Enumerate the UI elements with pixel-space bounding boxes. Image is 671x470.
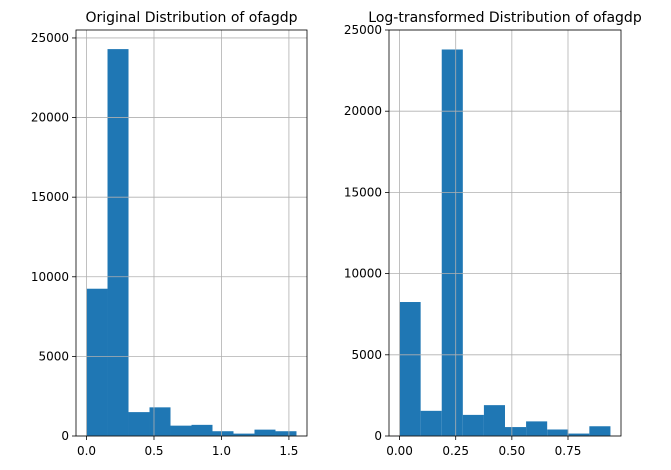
histogram-bar [149, 407, 171, 436]
x-tick-label: 0.5 [144, 444, 163, 458]
histogram-bar [589, 426, 611, 436]
histogram-bar [86, 288, 108, 436]
histogram-bar [170, 425, 192, 436]
chart-title: Original Distribution of ofagdp [85, 10, 297, 26]
histogram-bar [526, 421, 548, 436]
histogram-bar [505, 427, 527, 436]
histogram-bar [107, 49, 129, 436]
histogram-bar [128, 412, 150, 436]
y-tick-label: 0 [61, 429, 69, 443]
histogram-bar [254, 429, 276, 436]
y-tick-label: 20000 [31, 111, 69, 125]
x-tick-label: 0.25 [442, 444, 469, 458]
histogram-bar [568, 433, 590, 436]
histogram-bar [483, 405, 505, 436]
x-tick-label: 0.0 [77, 444, 96, 458]
axes-frame [388, 29, 622, 437]
histogram-bar [275, 431, 297, 436]
chart-title: Log-transformed Distribution of ofagdp [368, 10, 642, 26]
histogram-bar [441, 49, 463, 436]
x-tick-label: 1.0 [212, 444, 231, 458]
y-tick-label: 5000 [351, 348, 382, 362]
histogram-bar [462, 414, 484, 436]
x-tick-label: 1.5 [279, 444, 298, 458]
y-tick-label: 10000 [344, 267, 382, 281]
y-tick-label: 15000 [31, 190, 69, 204]
histogram-log-transformed: 0.00 0.25 0.50 0.75 0 5000 10000 15000 20000 2500… [344, 10, 642, 458]
y-tick-label: 10000 [31, 270, 69, 284]
x-tick-label: 0.75 [555, 444, 582, 458]
y-tick-label: 25000 [344, 23, 382, 37]
histogram-original: 0.0 0.5 1.0 1.5 0 5000 10000 15000 20000 25000 Ori… [31, 10, 308, 458]
histogram-bar [399, 302, 421, 436]
y-tick-label: 25000 [31, 31, 69, 45]
y-tick-label: 15000 [344, 185, 382, 199]
x-tick-label: 0.00 [386, 444, 413, 458]
axes-frame [75, 29, 308, 437]
histogram-bar [212, 431, 234, 436]
y-tick-label: 20000 [344, 104, 382, 118]
histogram-bar [233, 433, 255, 436]
histogram-bar [191, 424, 213, 436]
y-tick-label: 5000 [38, 349, 69, 363]
histogram-bar [547, 429, 569, 436]
y-tick-label: 0 [374, 429, 382, 443]
histogram-bar [420, 410, 442, 436]
x-tick-label: 0.50 [498, 444, 525, 458]
